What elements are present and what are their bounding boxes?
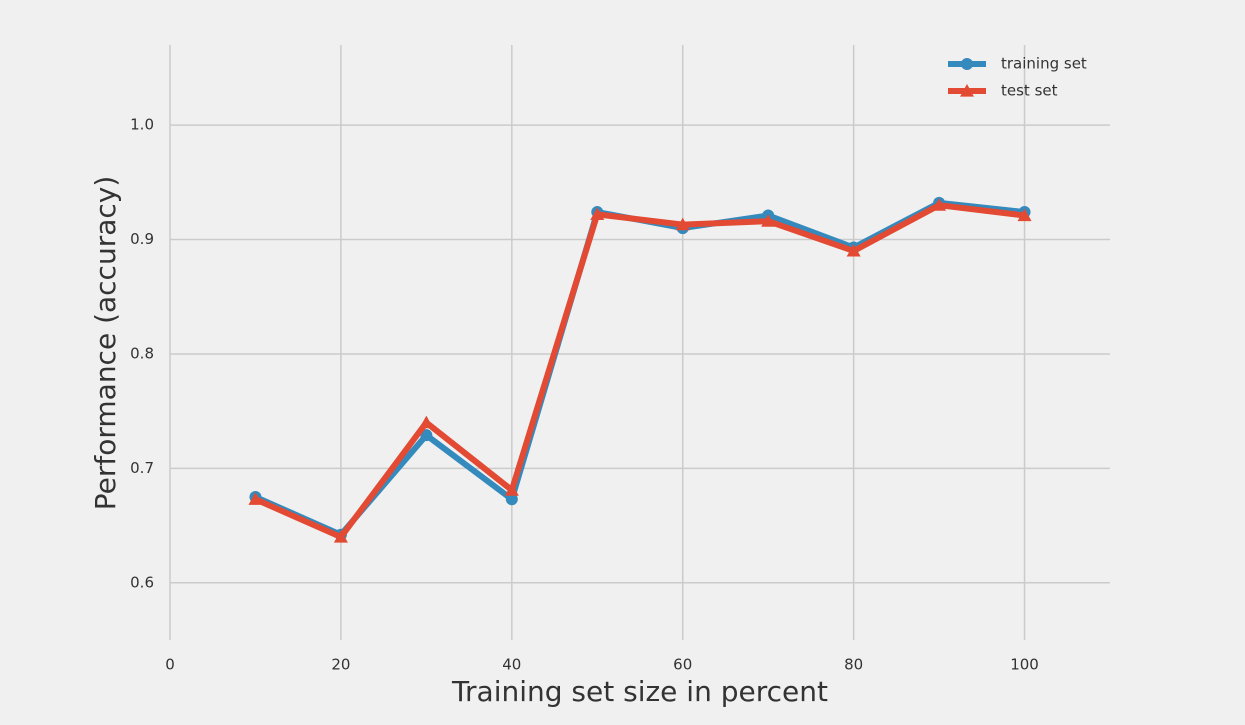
marker bbox=[248, 492, 263, 505]
x-axis-title: Training set size in percent bbox=[451, 675, 828, 708]
marker bbox=[505, 493, 518, 506]
legend-marker bbox=[961, 58, 973, 70]
y-axis-title: Performance (accuracy) bbox=[89, 176, 122, 511]
marker bbox=[590, 207, 605, 220]
y-tick-label: 0.6 bbox=[130, 573, 154, 591]
y-tick-label: 0.9 bbox=[130, 230, 154, 248]
x-tick-label: 0 bbox=[165, 656, 175, 674]
marker bbox=[504, 483, 519, 496]
x-tick-label: 40 bbox=[502, 656, 521, 674]
y-tick-label: 1.0 bbox=[130, 116, 154, 134]
series-line bbox=[254, 199, 1025, 538]
legend-label: training set bbox=[1001, 55, 1087, 73]
marker bbox=[420, 429, 433, 442]
x-tick-label: 20 bbox=[331, 656, 350, 674]
x-tick-label: 80 bbox=[844, 656, 863, 674]
marker bbox=[333, 530, 348, 543]
legend-marker bbox=[960, 84, 974, 97]
marker bbox=[761, 214, 776, 227]
y-tick-label: 0.7 bbox=[130, 459, 154, 477]
x-tick-label: 100 bbox=[1010, 656, 1039, 674]
series-line bbox=[254, 202, 1025, 541]
y-tick-label: 0.8 bbox=[130, 344, 154, 362]
legend-label: test set bbox=[1001, 82, 1058, 100]
x-tick-label: 60 bbox=[673, 656, 692, 674]
marker bbox=[675, 217, 690, 231]
marker bbox=[846, 243, 861, 257]
marker bbox=[1017, 208, 1032, 222]
marker bbox=[419, 415, 434, 429]
marker bbox=[932, 198, 947, 211]
